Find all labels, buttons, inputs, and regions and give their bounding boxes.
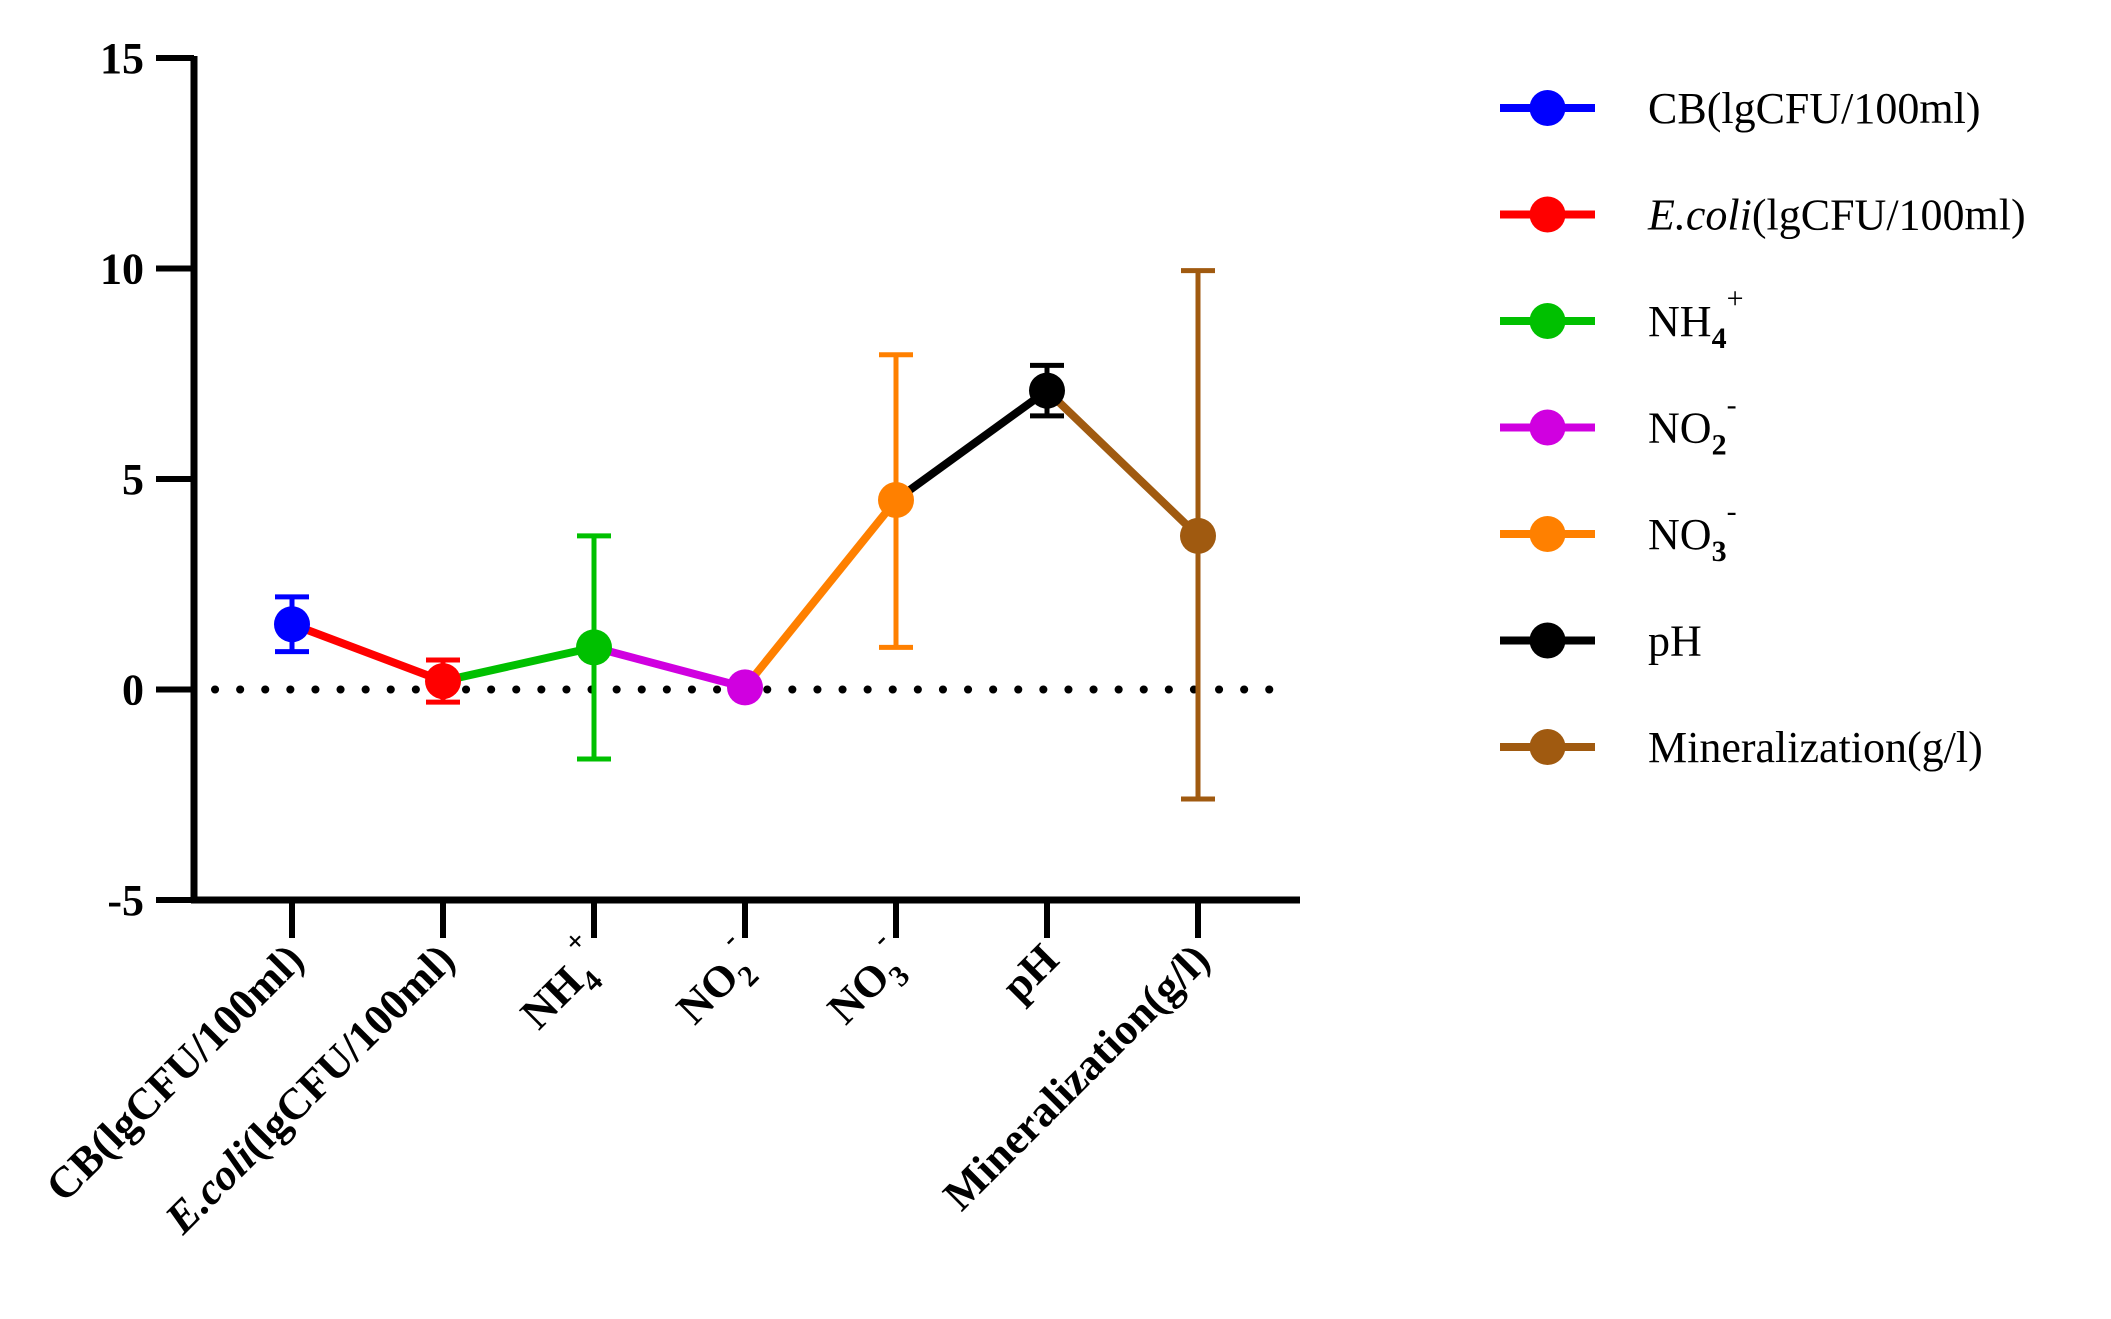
series-1-marks [425, 657, 461, 705]
legend-label: NH4+ [1648, 282, 1743, 355]
y-tick-label: 5 [122, 455, 144, 504]
legend-item: NO3- [1500, 495, 1737, 568]
label-base: pH [992, 934, 1068, 1010]
legend-item: NO2- [1500, 389, 1737, 462]
legend-label: NO2- [1648, 389, 1737, 462]
label-base: Mineralization(g/l) [1648, 723, 1983, 772]
x-category-label: NO3- [807, 924, 923, 1040]
plot-area: -5 0 5 10 15 CB(lgCFU/100ml)E.coli(lgCFU/100m… [36, 34, 1300, 1244]
y-tick-label: 10 [100, 245, 144, 294]
data-point [425, 663, 461, 700]
legend-item: pH [1500, 617, 1702, 666]
legend-marker [1529, 729, 1566, 765]
x-category-label: pH [992, 934, 1068, 1010]
label-superscript: - [1727, 495, 1737, 528]
legend-marker [1529, 90, 1566, 126]
legend-item: Mineralization(g/l) [1500, 723, 1983, 772]
legend-item: CB(lgCFU/100ml) [1500, 84, 1981, 133]
data-point [878, 482, 914, 519]
label-italic: E.coli [1647, 191, 1752, 240]
legend: CB(lgCFU/100ml)E.coli(lgCFU/100ml)NH4+NO… [1500, 84, 2026, 772]
series-5-marks [1029, 362, 1065, 419]
series-6-marks [1180, 268, 1216, 802]
legend-item: E.coli(lgCFU/100ml) [1500, 191, 2026, 240]
label-superscript: - [865, 924, 895, 954]
x-category-label: NH4+ [500, 924, 621, 1045]
series-3-marks [727, 669, 763, 706]
series-0-marks [274, 594, 310, 655]
legend-label: pH [1648, 617, 1702, 666]
y-tick-label: 15 [100, 34, 144, 83]
legend-item: NH4+ [1500, 282, 1743, 355]
label-superscript: - [714, 924, 744, 954]
series-line-segment [442, 643, 595, 685]
x-category-label: Mineralization(g/l) [934, 934, 1219, 1219]
data-point [727, 669, 763, 706]
legend-label: NO3- [1648, 495, 1737, 568]
legend-marker [1529, 409, 1566, 446]
label-base: NO [1648, 510, 1712, 559]
label-superscript: - [1727, 389, 1737, 422]
label-superscript: + [558, 924, 593, 959]
series-line-segment [741, 497, 900, 690]
label-base: NH [1648, 297, 1712, 346]
x-category-label: CB(lgCFU/100ml) [36, 934, 313, 1211]
legend-label: E.coli(lgCFU/100ml) [1647, 191, 2026, 240]
label-base: (lgCFU/100ml) [1752, 191, 2026, 240]
label-superscript: + [1727, 282, 1744, 315]
label-base: Mineralization(g/l) [934, 934, 1219, 1219]
series-line-segment [1044, 387, 1201, 539]
legend-label: Mineralization(g/l) [1648, 723, 1983, 772]
series-line-segment [290, 620, 445, 685]
label-base: pH [1648, 617, 1702, 666]
label-subscript: 3 [1712, 535, 1727, 568]
data-point [576, 629, 612, 666]
y-tick-label: 0 [122, 666, 144, 715]
legend-marker [1529, 516, 1566, 552]
x-category-label: E.coli(lgCFU/100ml) [155, 934, 464, 1243]
legend-label: CB(lgCFU/100ml) [1648, 84, 1981, 133]
legend-marker [1529, 196, 1566, 233]
y-tick-label: -5 [107, 876, 144, 925]
data-point [274, 606, 310, 643]
data-point [1029, 372, 1065, 409]
label-base: CB(lgCFU/100ml) [36, 934, 313, 1211]
series-line-segment [893, 387, 1050, 504]
label-subscript: 2 [1712, 429, 1727, 462]
series-line-segment [592, 643, 747, 692]
data-point [1180, 517, 1216, 554]
label-base: CB(lgCFU/100ml) [1648, 84, 1981, 133]
series-2-marks [576, 533, 612, 762]
label-base: NO [1648, 404, 1712, 453]
label-subscript: 4 [1712, 322, 1727, 355]
legend-marker [1529, 303, 1566, 339]
x-category-label: NO2- [656, 924, 772, 1040]
legend-marker [1529, 622, 1566, 659]
series-4-marks [878, 352, 914, 650]
